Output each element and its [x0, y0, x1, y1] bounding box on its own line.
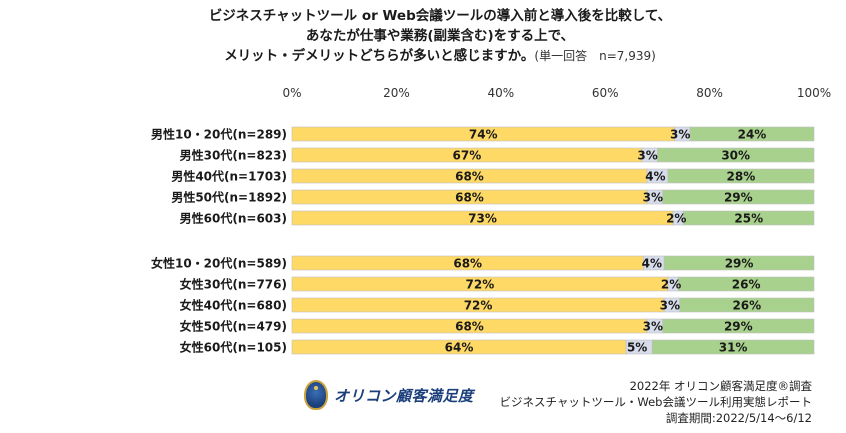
bar-segment-demerit: [677, 276, 815, 292]
bar-segment-demerit: [679, 297, 815, 313]
data-label: 3%: [670, 128, 690, 142]
category-label: 女性30代(n=776): [180, 277, 287, 292]
data-label: 26%: [732, 299, 761, 313]
title-note: (単一回答 n=7,939): [534, 49, 656, 63]
footer-line-1: 2022年 オリコン顧客満足度®調査: [629, 379, 812, 393]
data-label: 2%: [661, 278, 681, 292]
data-label: 28%: [727, 170, 756, 184]
data-label: 64%: [445, 341, 474, 355]
bar-segment-demerit: [667, 168, 815, 184]
category-label: 女性60代(n=105): [180, 340, 287, 355]
category-label: 女性50代(n=479): [180, 319, 287, 334]
bar-segment-demerit: [683, 210, 815, 226]
footer-line-2: ビジネスチャットツール・Web会議ツール利用実態レポート: [499, 395, 812, 409]
data-label: 68%: [453, 257, 482, 271]
category-label: 女性10・20代(n=589): [151, 256, 287, 271]
footer-line-3: 調査期間:2022/5/14〜6/12: [665, 411, 812, 425]
logo-text: オリコン顧客満足度: [334, 386, 474, 405]
data-label: 29%: [724, 191, 753, 205]
data-label: 26%: [732, 278, 761, 292]
data-label: 3%: [643, 320, 663, 334]
title-line-1: ビジネスチャットツール or Web会議ツールの導入前と導入後を比較して、: [208, 8, 672, 24]
category-label: 男性40代(n=1703): [171, 169, 287, 184]
data-label: 72%: [464, 299, 493, 313]
oricon-logo: オリコン顧客満足度: [304, 380, 474, 410]
chart-title: ビジネスチャットツール or Web会議ツールの導入前と導入後を比較して、 あな…: [120, 6, 760, 66]
x-tick-label: 20%: [383, 86, 410, 100]
bar-segment-demerit: [657, 147, 815, 163]
x-tick-label: 40%: [487, 86, 514, 100]
data-label: 68%: [455, 170, 484, 184]
data-label: 68%: [455, 320, 484, 334]
data-label: 3%: [643, 191, 663, 205]
data-label: 2%: [666, 212, 686, 226]
data-label: 29%: [724, 320, 753, 334]
category-label: 男性60代(n=603): [180, 211, 287, 226]
bar-segment-demerit: [689, 126, 815, 142]
data-label: 73%: [468, 212, 497, 226]
data-label: 31%: [719, 341, 748, 355]
oricon-emblem-icon: [304, 380, 328, 410]
data-label: 5%: [627, 341, 647, 355]
data-label: 29%: [725, 257, 754, 271]
bar-segment-demerit: [662, 189, 815, 205]
data-label: 4%: [642, 257, 662, 271]
source-footer: 2022年 オリコン顧客満足度®調査 ビジネスチャットツール・Web会議ツール利…: [500, 378, 812, 426]
category-label: 男性10・20代(n=289): [151, 127, 287, 142]
category-label: 女性40代(n=680): [180, 298, 287, 313]
x-tick-label: 80%: [696, 86, 723, 100]
data-label: 72%: [466, 278, 495, 292]
data-label: 74%: [469, 128, 498, 142]
data-label: 68%: [455, 191, 484, 205]
bar-segment-demerit: [662, 318, 815, 334]
data-label: 4%: [645, 170, 665, 184]
data-label: 25%: [734, 212, 763, 226]
x-tick-label: 100%: [797, 86, 831, 100]
title-line-3: メリット・デメリットどちらが多いと感じますか。(単一回答 n=7,939): [120, 46, 760, 66]
data-label: 24%: [738, 128, 767, 142]
bar-segment-demerit: [651, 339, 815, 355]
category-label: 男性30代(n=823): [180, 148, 287, 163]
title-line-2: あなたが仕事や業務(副業含む)をする上で、: [305, 28, 575, 44]
x-tick-label: 0%: [282, 86, 301, 100]
bar-segment-demerit: [663, 255, 815, 271]
data-label: 3%: [660, 299, 680, 313]
data-label: 30%: [721, 149, 750, 163]
data-label: 67%: [453, 149, 482, 163]
data-label: 3%: [637, 149, 657, 163]
title-line-3-text: メリット・デメリットどちらが多いと感じますか。: [224, 48, 535, 64]
category-label: 男性50代(n=1892): [171, 190, 287, 205]
x-tick-label: 60%: [592, 86, 619, 100]
